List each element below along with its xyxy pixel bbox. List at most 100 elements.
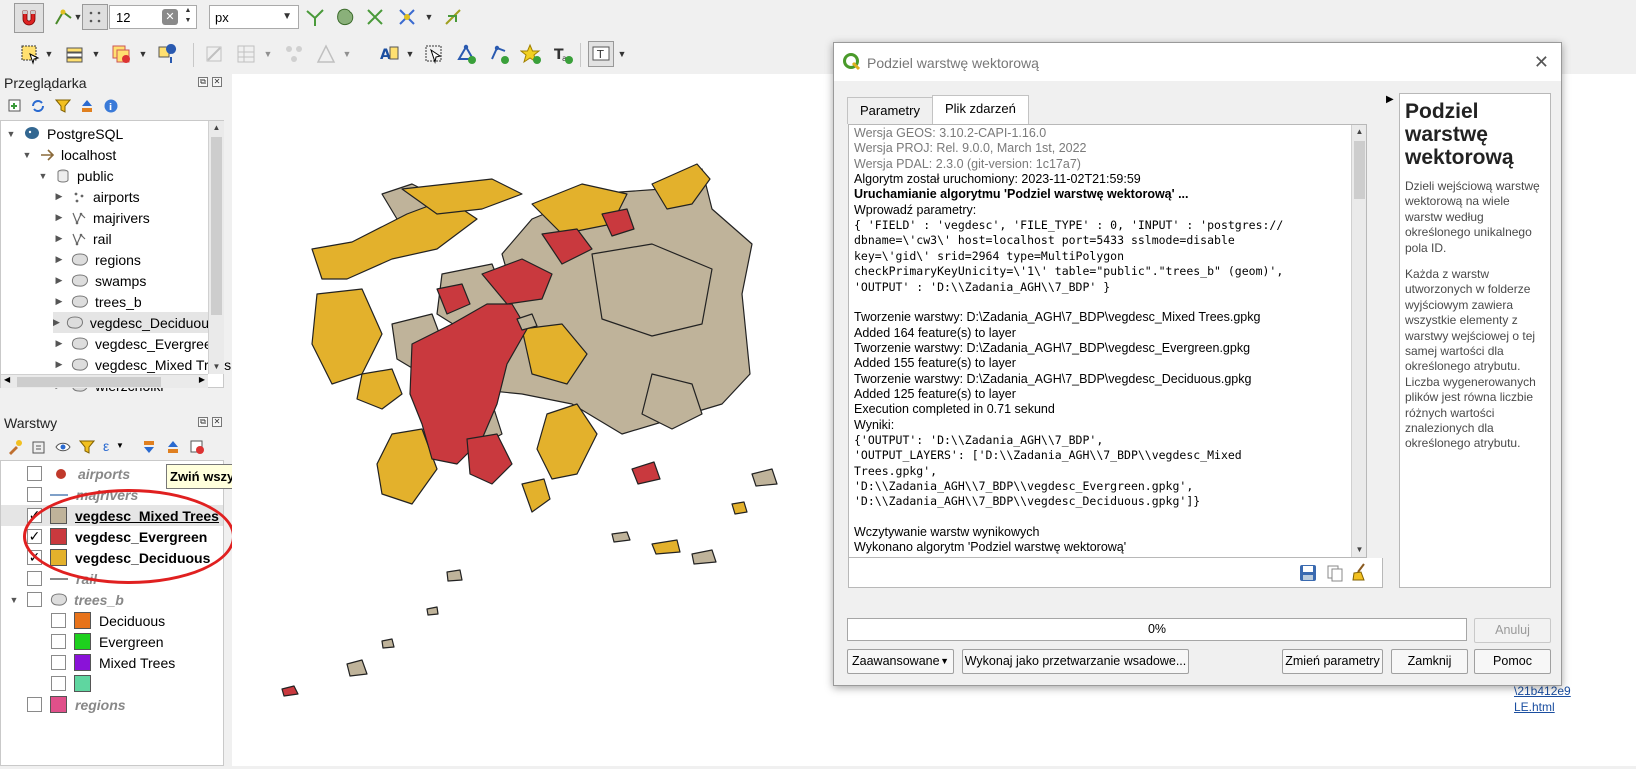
chevron-down-icon[interactable]: ▼: [617, 49, 627, 59]
link-text[interactable]: \21b412e9: [1514, 684, 1571, 698]
scroll-down-icon[interactable]: ▼: [212, 362, 221, 371]
filter-legend-icon[interactable]: [78, 439, 96, 458]
link-text[interactable]: LE.html: [1514, 700, 1555, 714]
layer-visibility-checkbox[interactable]: [27, 466, 42, 481]
scroll-down-icon[interactable]: ▼: [1355, 545, 1364, 554]
add-group-icon[interactable]: [31, 439, 47, 458]
layer-item[interactable]: [51, 673, 99, 694]
chevron-right-icon[interactable]: ▶: [55, 275, 63, 285]
browser-item[interactable]: ▶ swamps: [53, 270, 147, 291]
close-button[interactable]: Zamknij: [1391, 649, 1468, 674]
scrollbar-thumb[interactable]: [211, 137, 222, 315]
text-annotation-icon[interactable]: T: [588, 41, 614, 67]
chevron-down-icon[interactable]: ▼: [263, 49, 273, 59]
tolerance-spinbox[interactable]: 12 ✕ ▲ ▼: [109, 5, 197, 29]
cancel-button[interactable]: Anuluj: [1474, 618, 1551, 643]
browser-item[interactable]: ▼ localhost: [21, 144, 117, 165]
close-icon[interactable]: ✕: [1533, 52, 1549, 72]
chevron-down-icon[interactable]: ▼: [6, 128, 16, 139]
unit-select[interactable]: px ▼: [209, 5, 299, 29]
scroll-left-icon[interactable]: ◀: [4, 375, 11, 384]
browser-item[interactable]: ▶ regions: [53, 249, 141, 270]
horizontal-scrollbar[interactable]: ◀ ▶: [1, 374, 208, 388]
label-tool-icon[interactable]: A: [376, 41, 402, 67]
add-node-icon[interactable]: [453, 41, 479, 67]
collapse-help-icon[interactable]: ▶: [1386, 94, 1394, 105]
vertical-scrollbar[interactable]: ▲ ▼: [208, 121, 224, 374]
scroll-up-icon[interactable]: ▲: [1355, 127, 1364, 136]
layer-visibility-checkbox[interactable]: [51, 676, 66, 691]
refresh-icon[interactable]: [30, 98, 46, 117]
style-manager-icon[interactable]: [7, 439, 23, 458]
dialog-titlebar[interactable]: Podziel warstwę wektorową ✕: [834, 43, 1561, 81]
help-button[interactable]: Pomoc: [1474, 649, 1551, 674]
tab-log[interactable]: Plik zdarzeń: [932, 95, 1029, 125]
add-line-icon[interactable]: [486, 41, 512, 67]
scrollbar-thumb[interactable]: [1354, 141, 1365, 199]
chevron-down-icon[interactable]: ▼: [424, 12, 434, 22]
scroll-right-icon[interactable]: ▶: [198, 375, 205, 384]
magnet-icon[interactable]: [14, 3, 44, 33]
browser-item[interactable]: ▶ trees_b: [53, 291, 142, 312]
chevron-down-icon[interactable]: ▼: [91, 49, 101, 59]
close-dock-icon[interactable]: ✕: [212, 77, 222, 87]
scrollbar-thumb[interactable]: [17, 377, 161, 387]
float-dock-icon[interactable]: ⧉: [198, 77, 208, 87]
chevron-right-icon[interactable]: ▶: [53, 317, 60, 327]
collapse-all-icon[interactable]: [79, 98, 95, 117]
chevron-down-icon[interactable]: ▼: [138, 49, 148, 59]
chevron-down-icon[interactable]: ▼: [116, 441, 124, 450]
chevron-right-icon[interactable]: ▶: [55, 296, 63, 306]
layer-visibility-checkbox[interactable]: [51, 613, 66, 628]
advanced-dropdown-button[interactable]: Zaawansowane ▼: [847, 649, 954, 674]
chevron-down-icon[interactable]: ▼: [44, 49, 54, 59]
layer-item[interactable]: regions: [27, 694, 126, 715]
chevron-down-icon[interactable]: ▼: [22, 149, 32, 160]
tab-parameters[interactable]: Parametry: [847, 97, 933, 124]
digitize-icon[interactable]: [201, 41, 227, 67]
identify-icon[interactable]: [154, 41, 180, 67]
close-dock-icon[interactable]: ✕: [212, 417, 222, 427]
chevron-down-icon[interactable]: ▼: [38, 170, 48, 181]
layer-item[interactable]: airports: [27, 463, 130, 484]
visibility-icon[interactable]: [55, 439, 71, 458]
layer-visibility-checkbox[interactable]: [51, 655, 66, 670]
browser-item[interactable]: ▼ PostgreSQL: [5, 123, 124, 144]
browser-item[interactable]: ▶ majrivers: [53, 207, 150, 228]
expression-filter-icon[interactable]: ε: [103, 438, 110, 454]
collapse-all-icon[interactable]: [165, 439, 181, 458]
chevron-right-icon[interactable]: ▶: [55, 212, 63, 222]
browser-item[interactable]: ▶ vegdesc_Mixed Trees: [53, 354, 232, 375]
snap-mode-icon[interactable]: [82, 4, 108, 30]
spin-down-icon[interactable]: ▼: [184, 17, 192, 24]
info-icon[interactable]: i: [103, 98, 119, 117]
browser-item[interactable]: ▶ vegdesc_Deciduous: [53, 312, 216, 333]
layer-item[interactable]: Mixed Trees: [51, 652, 175, 673]
remove-layer-icon[interactable]: [189, 439, 205, 458]
edit-attributes-icon[interactable]: [233, 41, 259, 67]
layer-item[interactable]: Evergreen: [51, 631, 164, 652]
chevron-down-icon[interactable]: ▼: [73, 12, 83, 22]
layer-visibility-checkbox[interactable]: [27, 571, 42, 586]
chevron-down-icon[interactable]: ▼: [9, 594, 19, 605]
deselect-icon[interactable]: [108, 41, 134, 67]
select-by-value-icon[interactable]: [62, 41, 88, 67]
select-label-icon[interactable]: [421, 41, 447, 67]
clear-icon[interactable]: ✕: [162, 9, 178, 25]
chevron-right-icon[interactable]: ▶: [55, 359, 63, 369]
snap-intersection-icon[interactable]: [362, 4, 388, 30]
clear-log-icon[interactable]: [1351, 563, 1369, 584]
add-selected-icon[interactable]: [7, 98, 23, 117]
scroll-up-icon[interactable]: ▲: [212, 123, 221, 132]
chevron-down-icon[interactable]: ▼: [342, 49, 352, 59]
copy-log-icon[interactable]: [1326, 564, 1344, 585]
spin-up-icon[interactable]: ▲: [184, 7, 192, 14]
chevron-right-icon[interactable]: ▶: [55, 254, 63, 264]
layer-visibility-checkbox[interactable]: [51, 634, 66, 649]
topological-editing-icon[interactable]: [302, 4, 328, 30]
chevron-right-icon[interactable]: ▶: [55, 233, 63, 243]
expand-all-icon[interactable]: [141, 439, 157, 458]
layer-item[interactable]: Deciduous: [51, 610, 165, 631]
layer-visibility-checkbox[interactable]: [27, 697, 42, 712]
